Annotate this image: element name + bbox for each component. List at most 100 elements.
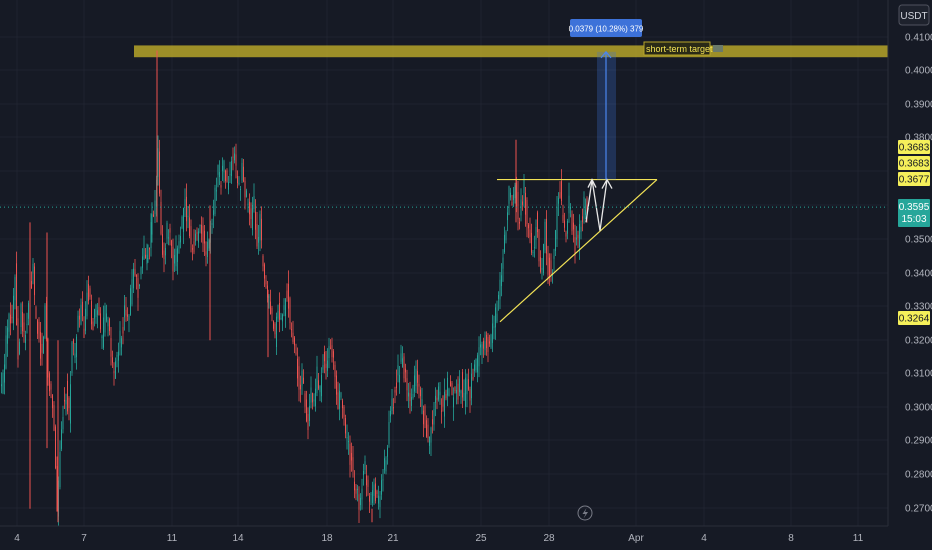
candle-body <box>229 174 231 176</box>
candle-body <box>163 250 165 260</box>
candle-body <box>562 214 564 221</box>
candle-body <box>276 316 277 348</box>
candle-body <box>199 224 201 227</box>
candle-body <box>298 366 300 390</box>
candle-body <box>20 303 22 328</box>
pattern-drawings[interactable] <box>497 178 658 323</box>
candle-body <box>7 327 8 344</box>
candle-body <box>366 475 367 486</box>
measure-arrowhead <box>600 50 612 59</box>
candle-body <box>519 221 520 224</box>
candle-body <box>558 197 559 204</box>
candle-body <box>131 279 133 305</box>
candle-body <box>480 344 481 348</box>
candle-body <box>25 334 26 344</box>
candle-body <box>315 388 316 407</box>
projection-path[interactable] <box>585 179 608 231</box>
candle-body <box>192 248 193 250</box>
candle-body <box>240 188 241 190</box>
candle-body <box>553 255 555 259</box>
time-axis[interactable] <box>0 526 888 550</box>
triangle-support-line[interactable] <box>499 179 658 323</box>
candle-body <box>384 458 385 470</box>
time-tick-label: 28 <box>543 533 555 544</box>
candle-body <box>585 209 586 215</box>
candle-body <box>195 233 196 242</box>
candle-body <box>255 211 256 230</box>
candle-body <box>273 321 274 329</box>
candle-body <box>358 494 360 510</box>
candle-body <box>408 392 409 397</box>
candle-body <box>499 279 501 300</box>
measure-tool[interactable]: 0.0379 (10.28%) 379 <box>569 19 644 180</box>
candle-body <box>304 393 306 407</box>
candle-body <box>337 392 339 410</box>
candle-body <box>505 232 507 241</box>
price-axis[interactable] <box>888 0 932 526</box>
candle-body <box>235 154 237 166</box>
candle-body <box>262 255 264 267</box>
candle-body <box>429 436 430 446</box>
candle-body <box>456 390 457 394</box>
candle-body <box>331 345 333 358</box>
candle-body <box>586 198 588 216</box>
candle-body <box>82 301 83 317</box>
candle-body <box>403 356 405 379</box>
candle-body <box>427 424 429 438</box>
currency-button[interactable]: USDT <box>898 4 930 26</box>
short-term-target-band[interactable]: short-term target <box>134 41 898 58</box>
candle-body <box>285 299 286 317</box>
candle-body <box>504 234 505 253</box>
candle-body <box>171 240 172 247</box>
candle-body <box>517 191 519 220</box>
candle-body <box>64 399 65 402</box>
candle-body <box>92 321 94 330</box>
candle-body <box>31 281 32 289</box>
price-tag: 0.3683 <box>898 156 930 170</box>
candle-body <box>423 410 424 425</box>
candle-body <box>47 339 49 378</box>
candle-body <box>297 358 298 379</box>
target-band-rect[interactable] <box>134 45 898 58</box>
candle-body <box>189 217 190 237</box>
candle-body <box>208 240 210 249</box>
candle-body <box>324 351 325 362</box>
candle-body <box>361 488 363 500</box>
candle-body <box>301 370 303 386</box>
candle-body <box>178 241 180 249</box>
candle-body <box>303 377 304 384</box>
candle-body <box>420 389 421 397</box>
candle-body <box>10 314 11 324</box>
candle-body <box>495 307 496 328</box>
candles <box>1 50 588 528</box>
price-tag: 0.3264 <box>898 311 930 325</box>
candle-body <box>487 337 489 352</box>
candle-body <box>8 313 10 332</box>
candle-body <box>175 248 177 267</box>
candle-body <box>438 386 439 400</box>
candle-body <box>193 241 195 253</box>
projection-arrowhead <box>587 178 597 188</box>
candle-body <box>388 421 390 444</box>
time-tick-label: 4 <box>701 533 707 544</box>
candle-body <box>394 389 396 393</box>
candle-body <box>91 301 92 325</box>
candle-body <box>52 395 53 409</box>
time-axis-ticks: 4 7 11 14 18 21 25 28 Apr 4 8 11 <box>14 533 863 544</box>
candle-body <box>34 266 35 296</box>
lightning-icon[interactable] <box>577 505 593 521</box>
candle-body <box>4 364 5 383</box>
candle-body <box>116 355 118 357</box>
candle-body <box>112 357 113 363</box>
candle-body <box>300 384 301 390</box>
candle-body <box>292 332 294 342</box>
candle-body <box>312 392 313 403</box>
candle-body <box>73 339 74 344</box>
target-label-box <box>643 41 711 56</box>
candle-body <box>149 247 150 250</box>
candle-body <box>162 234 163 255</box>
